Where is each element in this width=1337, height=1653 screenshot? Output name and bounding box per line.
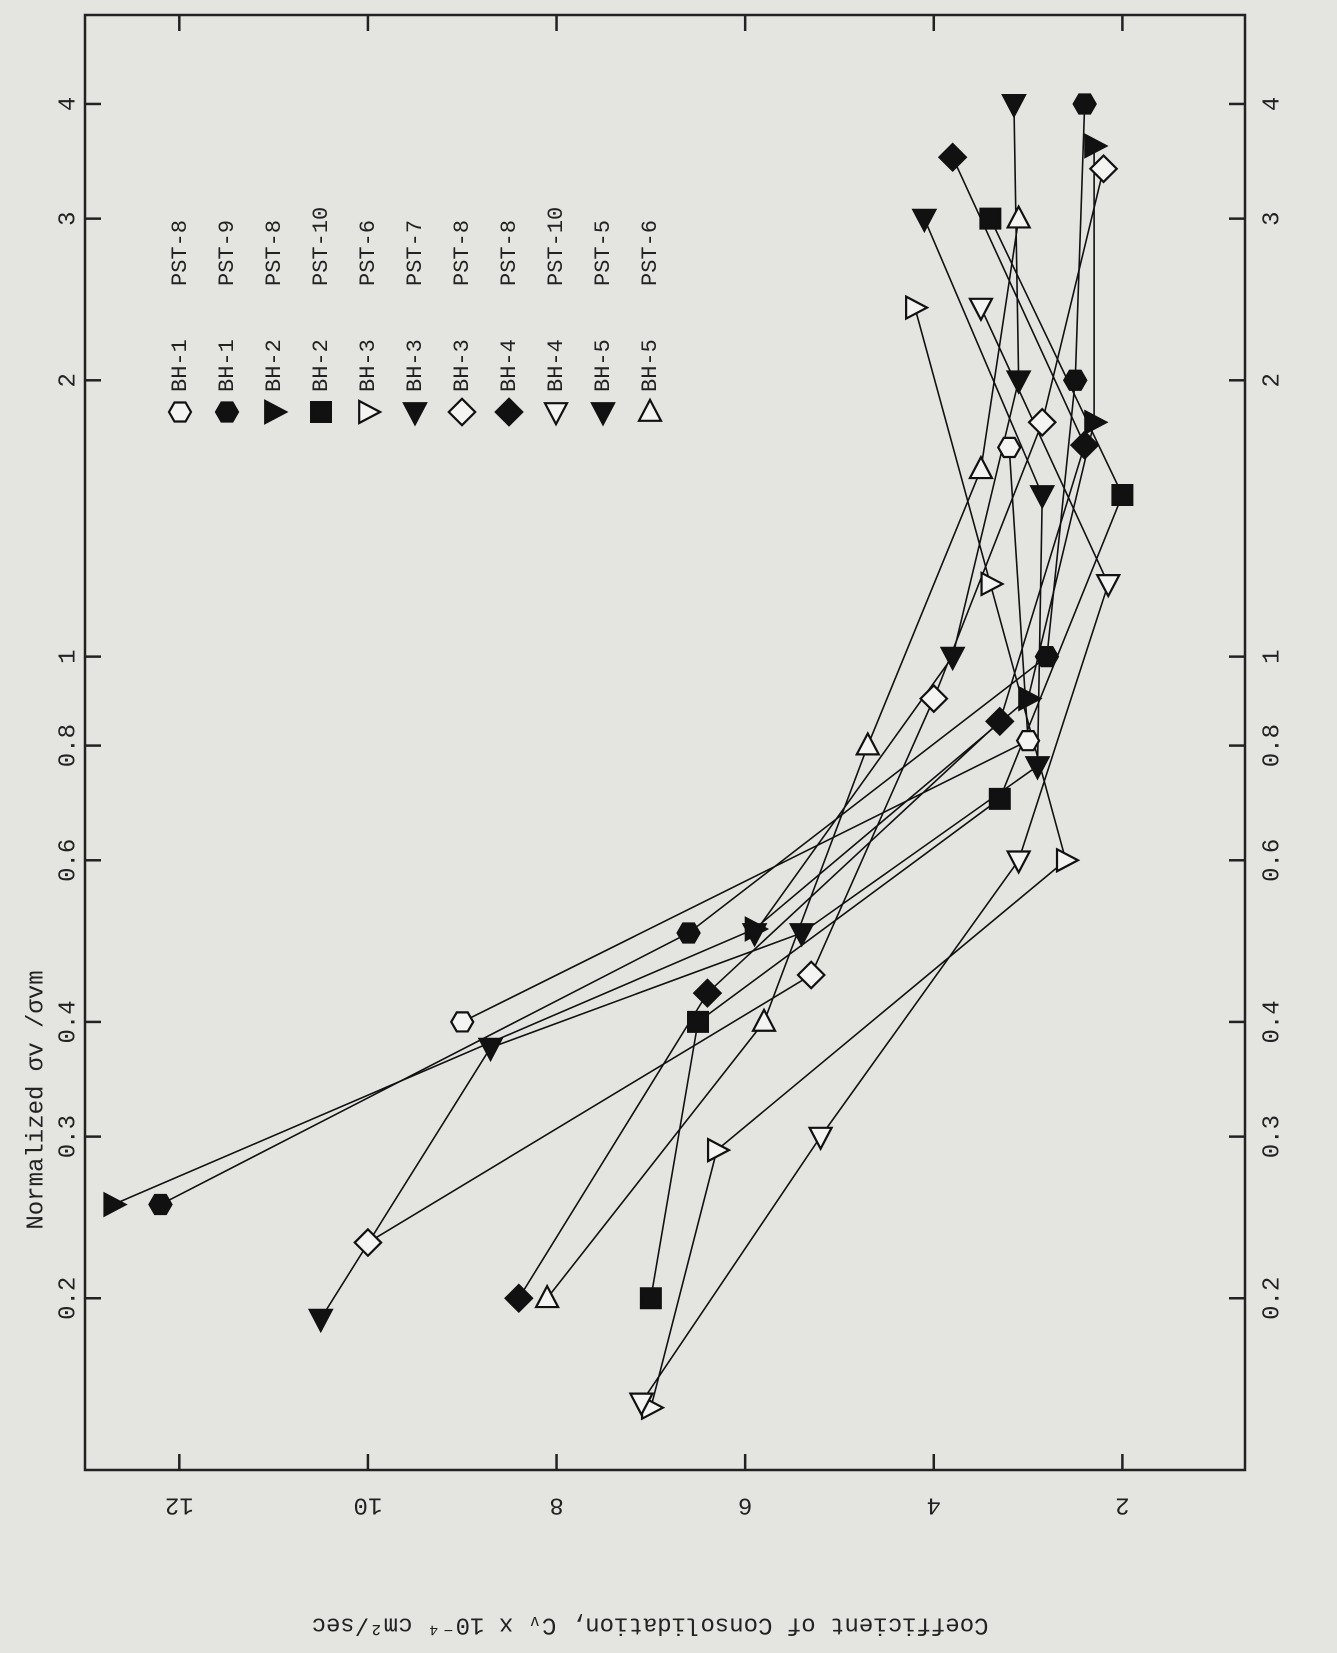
- data-point: [1003, 95, 1025, 116]
- legend-marker: [404, 403, 426, 424]
- plot-frame: [85, 15, 1245, 1470]
- legend-marker: [592, 403, 614, 424]
- legend-label: BH-1 PST-9: [215, 220, 240, 392]
- x-tick-label: 3: [1259, 211, 1286, 225]
- y-tick-label: 4: [927, 1491, 941, 1518]
- data-point: [921, 685, 947, 711]
- x-tick-label: 4: [55, 97, 82, 111]
- data-point: [1008, 371, 1030, 392]
- legend-marker: [216, 402, 238, 421]
- series-line: [651, 308, 1066, 1408]
- y-axis-title: Coefficient of Consolidation, Cᵥ x 10⁻⁴ …: [312, 1611, 989, 1638]
- data-point: [104, 1194, 125, 1216]
- legend-label: BH-2 PST-8: [262, 220, 287, 392]
- data-point: [942, 648, 964, 669]
- legend-label: BH-4 PST-10: [544, 207, 569, 392]
- data-point: [310, 1310, 332, 1331]
- data-point: [970, 457, 992, 478]
- legend-marker: [265, 401, 286, 423]
- x-tick-label: 4: [1259, 97, 1286, 111]
- legend-label: BH-4 PST-8: [497, 220, 522, 392]
- x-tick-label: 0.4: [1259, 1000, 1286, 1043]
- x-tick-label: 2: [1259, 373, 1286, 387]
- data-point: [1097, 575, 1119, 596]
- data-point: [798, 962, 824, 988]
- y-tick-label: 8: [549, 1491, 563, 1518]
- legend-marker: [639, 400, 661, 421]
- legend-marker: [449, 399, 475, 425]
- x-tick-label: 0.2: [1259, 1277, 1286, 1320]
- x-tick-label: 2: [55, 373, 82, 387]
- data-point: [641, 1288, 661, 1308]
- y-tick-label: 10: [354, 1491, 383, 1518]
- legend-marker: [311, 402, 331, 422]
- series-line: [755, 104, 1019, 933]
- data-point: [913, 210, 935, 231]
- series-line: [368, 169, 1104, 1243]
- data-point: [939, 144, 965, 170]
- series-line: [547, 219, 1019, 1299]
- data-point: [810, 1128, 832, 1149]
- data-point: [1027, 757, 1049, 778]
- legend-marker: [359, 401, 380, 423]
- y-tick-label: 6: [738, 1491, 752, 1518]
- legend-label: BH-5 PST-6: [638, 220, 663, 392]
- x-tick-label: 0.3: [55, 1115, 82, 1158]
- x-tick-label: 1: [1259, 649, 1286, 663]
- data-point: [980, 209, 1000, 229]
- data-point: [688, 1012, 708, 1032]
- series-line: [641, 308, 1108, 1403]
- data-point: [1008, 207, 1030, 228]
- legend-label: BH-3 PST-7: [403, 220, 428, 392]
- legend-label: BH-2 PST-10: [309, 207, 334, 392]
- data-point: [1085, 411, 1106, 433]
- legend-label: BH-3 PST-8: [450, 220, 475, 392]
- y-tick-label: 12: [165, 1491, 194, 1518]
- x-tick-label: 0.2: [55, 1277, 82, 1320]
- data-point: [480, 1039, 502, 1060]
- x-tick-label: 0.4: [55, 1000, 82, 1043]
- data-point: [678, 923, 700, 942]
- data-point: [355, 1229, 381, 1255]
- x-tick-label: 0.8: [1259, 724, 1286, 767]
- legend-marker: [545, 403, 567, 424]
- data-point: [1057, 849, 1078, 871]
- x-axis-title: Normalized σv /σvm: [23, 970, 50, 1229]
- data-point: [1112, 485, 1132, 505]
- data-point: [990, 789, 1010, 809]
- legend-label: BH-1 PST-8: [168, 220, 193, 392]
- data-point: [1008, 851, 1030, 872]
- data-point: [753, 1010, 775, 1031]
- x-tick-label: 3: [55, 211, 82, 225]
- y-tick-label: 2: [1115, 1491, 1129, 1518]
- x-tick-label: 1: [55, 649, 82, 663]
- legend-label: BH-3 PST-6: [356, 220, 381, 392]
- data-point: [506, 1285, 532, 1311]
- data-point: [1085, 135, 1106, 157]
- series-line: [321, 219, 1042, 1319]
- data-point: [998, 438, 1020, 457]
- legend-marker: [169, 402, 191, 421]
- x-tick-label: 0.3: [1259, 1115, 1286, 1158]
- x-tick-label: 0.8: [55, 724, 82, 767]
- data-point: [857, 733, 879, 754]
- chart: Normalized σv /σvm Coefficient of Consol…: [0, 0, 1337, 1653]
- x-tick-label: 0.6: [55, 839, 82, 882]
- data-point: [1064, 371, 1086, 390]
- x-tick-label: 0.6: [1259, 839, 1286, 882]
- data-point: [1031, 486, 1053, 507]
- data-point: [1029, 409, 1055, 435]
- legend-label: BH-5 PST-5: [591, 220, 616, 392]
- data-point: [149, 1195, 171, 1214]
- data-point: [1017, 731, 1039, 750]
- data-point: [1074, 94, 1096, 113]
- data-point: [1036, 647, 1058, 666]
- data-point: [451, 1012, 473, 1031]
- data-point: [970, 299, 992, 320]
- legend-marker: [496, 399, 522, 425]
